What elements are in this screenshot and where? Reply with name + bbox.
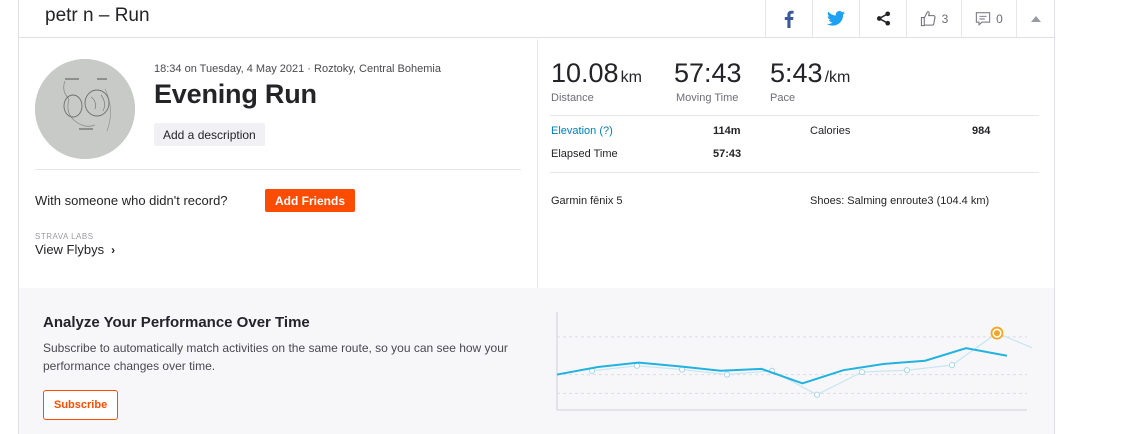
distance-value: 10.08 km (551, 58, 642, 88)
activity-header: petr n – Run 3 0 (19, 0, 1054, 38)
pace-value: 5:43/km (770, 58, 851, 88)
analyze-description: Subscribe to automatically match activit… (43, 341, 508, 373)
elevation-help-link[interactable]: (?) (599, 125, 613, 137)
kudos-count: 3 (941, 11, 949, 26)
kudos-button[interactable]: 3 (906, 0, 961, 37)
caret-up-icon (1030, 16, 1041, 22)
facebook-share-button[interactable] (765, 0, 812, 37)
chart-point (723, 371, 731, 378)
elapsed-time-label: Elapsed Time (551, 148, 618, 160)
with-someone-text: With someone who didn't record? (35, 193, 228, 208)
comments-button[interactable]: 0 (961, 0, 1016, 37)
chart-point (813, 391, 821, 398)
activity-panel: petr n – Run 3 0 (18, 0, 1055, 434)
chevron-right-icon: › (111, 242, 116, 257)
share-icon (876, 11, 890, 26)
chart-series-line-main (556, 347, 1008, 385)
pace-label: Pace (770, 92, 796, 104)
chart-point (948, 362, 956, 369)
device-name: Garmin fēnix 5 (551, 195, 623, 207)
view-flybys-label: View Flybys (35, 242, 105, 257)
column-divider (537, 39, 538, 288)
collapse-button[interactable] (1016, 0, 1054, 37)
comments-count: 0 (996, 11, 1003, 26)
avatar[interactable] (35, 59, 135, 159)
page-margin (1055, 0, 1135, 434)
facebook-icon (784, 10, 794, 28)
stats-divider (550, 115, 1039, 116)
chart-point (903, 367, 911, 374)
chart-point (858, 368, 866, 376)
calories-value: 984 (972, 125, 991, 137)
page-title: petr n – Run (45, 5, 150, 26)
chart-highlight-point-core (994, 330, 1000, 337)
moving-time-label: Moving Time (676, 92, 739, 104)
add-description-button[interactable]: Add a description (154, 123, 265, 146)
thumbs-up-icon (920, 11, 936, 27)
avatar-sketch-icon (35, 59, 135, 159)
stats-divider (550, 172, 1039, 173)
moving-time-value: 57:43 (674, 58, 742, 88)
activity-meta: 18:34 on Tuesday, 4 May 2021 · Roztoky, … (154, 63, 441, 75)
twitter-share-button[interactable] (812, 0, 859, 37)
shoes-info: Shoes: Salming enroute3 (104.4 km) (810, 195, 990, 207)
comment-icon (976, 11, 991, 26)
activity-title: Evening Run (154, 79, 317, 109)
share-button[interactable] (859, 0, 906, 37)
view-flybys-link[interactable]: View Flybys › (35, 242, 115, 257)
subscribe-button[interactable]: Subscribe (43, 390, 119, 420)
elevation-value: 114m (713, 125, 741, 137)
performance-chart (556, 312, 1032, 411)
calories-label: Calories (810, 125, 851, 137)
analyze-section: Analyze Your Performance Over Time Subsc… (19, 288, 1054, 434)
strava-labs-label: STRAVA LABS (35, 232, 94, 241)
elevation-label: Elevation (?) (551, 125, 613, 137)
twitter-icon (827, 11, 845, 26)
add-friends-button[interactable]: Add Friends (265, 189, 356, 212)
analyze-title: Analyze Your Performance Over Time (43, 314, 310, 331)
elapsed-time-value: 57:43 (713, 148, 742, 160)
divider (35, 169, 521, 170)
distance-label: Distance (551, 92, 594, 104)
